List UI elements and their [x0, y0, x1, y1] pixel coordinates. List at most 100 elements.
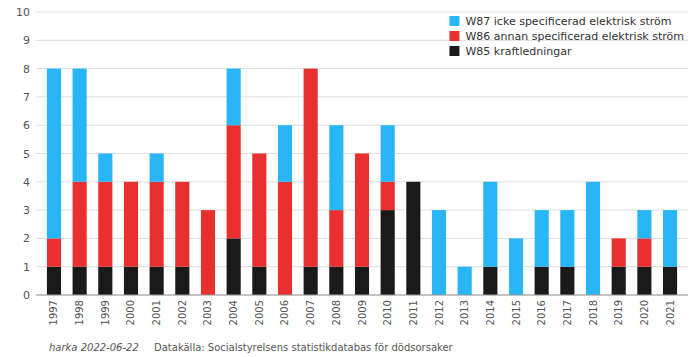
bar-segment [47, 238, 61, 266]
bar-segment [227, 125, 241, 238]
bar-segment [355, 153, 369, 154]
bar-segment [406, 182, 420, 295]
x-tick-label: 2020 [639, 300, 650, 325]
bar-segment [98, 267, 112, 295]
grid-line [36, 125, 688, 126]
y-tick-label: 8 [23, 63, 30, 76]
x-tick-label: 2009 [357, 300, 368, 325]
bar-segment [381, 125, 395, 182]
x-tick-label: 2001 [151, 300, 162, 325]
x-tick-label: 2014 [485, 300, 496, 325]
y-tick-label: 10 [16, 6, 30, 19]
x-tick-label: 2008 [331, 300, 342, 325]
bar-segment [612, 238, 626, 239]
legend-swatch [449, 16, 459, 26]
bar-segment [227, 238, 241, 295]
bar-segment [47, 267, 61, 295]
bar-segment [458, 267, 472, 295]
bar-segment [175, 182, 189, 267]
y-tick-label: 0 [23, 289, 30, 302]
bar-segment [355, 154, 369, 267]
bar-segment [381, 210, 395, 295]
bar-segment [637, 210, 651, 238]
grid [36, 12, 688, 295]
bar-segment [355, 267, 369, 295]
footer-note: harka 2022-06-22 [49, 342, 139, 353]
bar-segment [612, 267, 626, 295]
bar-segment [406, 181, 420, 182]
bar-segment [252, 154, 266, 267]
x-tick-label: 1999 [100, 300, 111, 325]
bar-segment [150, 154, 164, 182]
x-tick-label: 2015 [511, 300, 522, 325]
bar-segment [124, 267, 138, 295]
bar-segment [201, 210, 215, 295]
y-tick-label: 5 [23, 148, 30, 161]
bar-segment [329, 267, 343, 295]
x-tick-label: 2006 [279, 300, 290, 325]
legend: W87 icke specificerad elektrisk strömW86… [449, 15, 684, 58]
bar-segment [381, 182, 395, 210]
bar-segment [637, 267, 651, 295]
y-tick-label: 3 [23, 204, 30, 217]
x-tick-label: 2004 [228, 300, 239, 325]
bar-segment [73, 267, 87, 295]
legend-label: W86 annan specificerad elektrisk ström [465, 30, 684, 43]
x-axis-line [36, 295, 688, 296]
x-tick-label: 2005 [254, 300, 265, 325]
y-tick-label: 2 [23, 232, 30, 245]
bar-segment [252, 267, 266, 295]
bar-segment [612, 238, 626, 266]
x-tick-label: 2000 [125, 300, 136, 325]
grid-line [36, 295, 688, 296]
bar-segment [329, 125, 343, 210]
bar-segment [175, 267, 189, 295]
y-tick-label: 7 [23, 91, 30, 104]
bar-segment [201, 210, 215, 211]
x-tick-label: 2016 [536, 300, 547, 325]
x-tick-label: 2013 [459, 300, 470, 325]
footer-note: Datakälla: Socialstyrelsens statistikdat… [154, 342, 454, 353]
bar-segment [535, 267, 549, 295]
y-tick-label: 9 [23, 34, 30, 47]
bar-segment [406, 181, 420, 182]
bar-segment [278, 182, 292, 295]
x-tick-label: 1998 [74, 300, 85, 325]
x-tick-label: 2003 [202, 300, 213, 325]
legend-swatch [449, 46, 459, 56]
bar-segment [637, 238, 651, 266]
bar-segment [73, 182, 87, 267]
bar-segment [124, 181, 138, 182]
bar-segment [586, 182, 600, 295]
bar-segment [227, 69, 241, 126]
bar-segment [150, 267, 164, 295]
bar-segment [483, 182, 497, 267]
chart: 0123456789101997199819992000200120022003… [0, 0, 700, 357]
bar-segment [509, 238, 523, 295]
bar-segment [535, 210, 549, 267]
x-tick-label: 2007 [305, 300, 316, 325]
bar-segment [560, 210, 574, 267]
bar-segment [432, 210, 446, 295]
bar-segment [73, 69, 87, 182]
legend-label: W85 kraftledningar [465, 45, 572, 58]
bar-segment [483, 267, 497, 295]
y-tick-label: 1 [23, 261, 30, 274]
x-tick-label: 2012 [434, 300, 445, 325]
bar-segment [252, 153, 266, 154]
grid-line [36, 12, 688, 13]
bar-segment [304, 69, 318, 267]
x-tick-label: 2021 [665, 300, 676, 325]
bar-segment [278, 125, 292, 182]
x-tick-label: 2010 [382, 300, 393, 325]
grid-line [36, 68, 688, 69]
y-tick-label: 6 [23, 119, 30, 132]
x-tick-label: 2018 [588, 300, 599, 325]
x-tick-label: 2019 [613, 300, 624, 325]
y-tick-label: 4 [23, 176, 30, 189]
grid-line [36, 96, 688, 97]
bar-segment [304, 68, 318, 69]
bar-segment [98, 182, 112, 267]
legend-swatch [449, 31, 459, 41]
bar-segment [124, 182, 138, 267]
